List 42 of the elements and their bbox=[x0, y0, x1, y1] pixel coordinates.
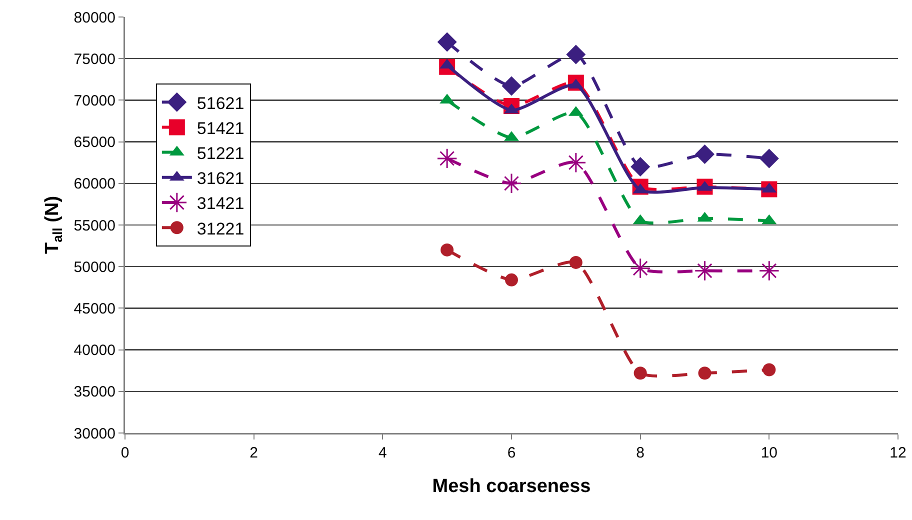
point bbox=[436, 148, 458, 169]
y-tick-label: 80000 bbox=[74, 9, 116, 26]
y-tick-label: 70000 bbox=[74, 92, 116, 110]
y-tick-label: 60000 bbox=[74, 176, 116, 193]
point bbox=[501, 173, 522, 194]
point bbox=[505, 273, 518, 286]
y-tick-label: 55000 bbox=[74, 217, 116, 234]
legend-label: 51221 bbox=[196, 144, 244, 163]
legend-label: 51421 bbox=[196, 118, 244, 138]
x-tick-label: 6 bbox=[507, 444, 516, 462]
legend-label: 31621 bbox=[196, 169, 244, 188]
point bbox=[437, 32, 457, 52]
point bbox=[566, 152, 586, 173]
x-axis-title: Mesh coarseness bbox=[432, 476, 591, 498]
y-tick-label: 65000 bbox=[74, 134, 116, 152]
point bbox=[758, 260, 780, 282]
point bbox=[630, 258, 651, 279]
x-tick-label: 2 bbox=[250, 444, 258, 462]
y-tick-label: 40000 bbox=[74, 342, 116, 360]
point bbox=[759, 148, 779, 168]
x-tick-label: 4 bbox=[378, 444, 387, 462]
point bbox=[566, 44, 586, 64]
x-tick-label: 0 bbox=[120, 444, 130, 462]
legend-label: 31421 bbox=[196, 194, 244, 214]
point bbox=[440, 243, 454, 256]
y-tick-label: 45000 bbox=[74, 300, 116, 318]
y-tick-label: 50000 bbox=[74, 258, 116, 276]
y-tick-label: 75000 bbox=[74, 50, 116, 68]
y-tick-label: 35000 bbox=[74, 384, 116, 401]
x-tick-label: 10 bbox=[760, 444, 778, 462]
y-tick-label: 30000 bbox=[74, 425, 116, 442]
point bbox=[762, 363, 776, 376]
point bbox=[569, 256, 582, 269]
point bbox=[502, 76, 522, 96]
point bbox=[698, 366, 712, 380]
point bbox=[630, 157, 650, 177]
x-tick-label: 8 bbox=[636, 444, 644, 462]
x-tick-label: 12 bbox=[890, 444, 906, 462]
point bbox=[695, 144, 714, 164]
legend-label: 31221 bbox=[196, 219, 244, 238]
point bbox=[634, 366, 647, 380]
legend-label: 51621 bbox=[196, 94, 244, 113]
